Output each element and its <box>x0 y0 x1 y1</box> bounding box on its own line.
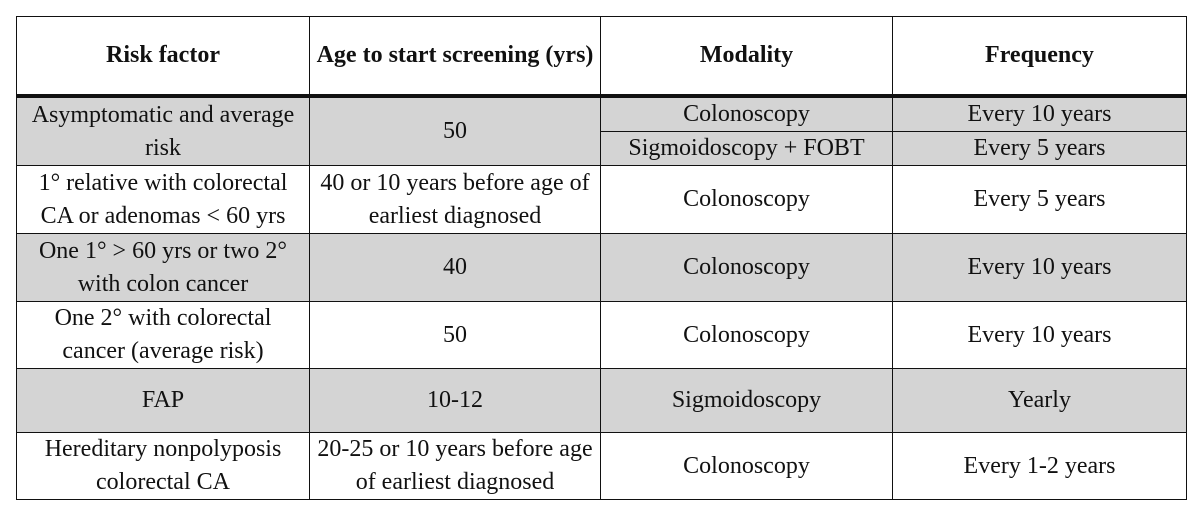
cell-modality: Sigmoidoscopy <box>600 368 893 433</box>
table-row: One 2° with colorectal cancer (average r… <box>16 301 1187 369</box>
cell-risk-factor: One 1° > 60 yrs or two 2° with colon can… <box>16 233 310 302</box>
cell-modality: Colonoscopy <box>600 233 893 302</box>
table-body: Asymptomatic and average risk 50 Colonos… <box>16 95 1187 500</box>
table-row: One 1° > 60 yrs or two 2° with colon can… <box>16 233 1187 302</box>
header-modality: Modality <box>600 16 893 98</box>
cell-age: 10-12 <box>309 368 601 433</box>
cell-risk-factor: FAP <box>16 368 310 433</box>
table-header: Risk factor Age to start screening (yrs)… <box>16 16 1187 98</box>
table-row: Sigmoidoscopy + FOBT Every 5 years <box>17 131 1187 166</box>
cell-age: 20-25 or 10 years before age of earliest… <box>309 432 601 500</box>
screening-table: Risk factor Age to start screening (yrs)… <box>16 16 1187 500</box>
cell-risk-factor: Hereditary nonpolyposis colorectal CA <box>16 432 310 500</box>
header-frequency: Frequency <box>892 16 1187 98</box>
table-row: 1° relative with colorectal CA or adenom… <box>16 165 1187 234</box>
cell-frequency: Every 10 years <box>892 301 1187 369</box>
header-age-to-start: Age to start screening (yrs) <box>309 16 601 98</box>
header-risk-factor: Risk factor <box>16 16 310 98</box>
cell-modality: Colonoscopy <box>600 432 893 500</box>
cell-frequency: Every 1-2 years <box>892 432 1187 500</box>
cell-age: 40 <box>309 233 601 302</box>
cell-frequency: Every 5 years <box>892 165 1187 234</box>
cell-frequency: Yearly <box>892 368 1187 433</box>
cell-risk-factor: 1° relative with colorectal CA or adenom… <box>16 165 310 234</box>
cell-modality: Sigmoidoscopy + FOBT <box>600 131 893 166</box>
cell-risk-factor: Asymptomatic and average risk <box>16 95 310 166</box>
cell-frequency: Every 10 years <box>892 233 1187 302</box>
cell-age: 50 <box>309 301 601 369</box>
cell-modality: Colonoscopy <box>600 95 893 132</box>
cell-modality: Colonoscopy <box>600 301 893 369</box>
table-row: FAP 10-12 Sigmoidoscopy Yearly <box>16 368 1187 433</box>
table-row: Asymptomatic and average risk 50 Colonos… <box>16 95 1187 166</box>
cell-age: 50 <box>309 95 601 166</box>
cell-modality: Colonoscopy <box>600 165 893 234</box>
header-row: Risk factor Age to start screening (yrs)… <box>16 16 1187 98</box>
cell-frequency: Every 5 years <box>892 131 1187 166</box>
cell-frequency: Every 10 years <box>892 95 1187 132</box>
cell-risk-factor: One 2° with colorectal cancer (average r… <box>16 301 310 369</box>
table-row: Hereditary nonpolyposis colorectal CA 20… <box>16 432 1187 500</box>
cell-age: 40 or 10 years before age of earliest di… <box>309 165 601 234</box>
